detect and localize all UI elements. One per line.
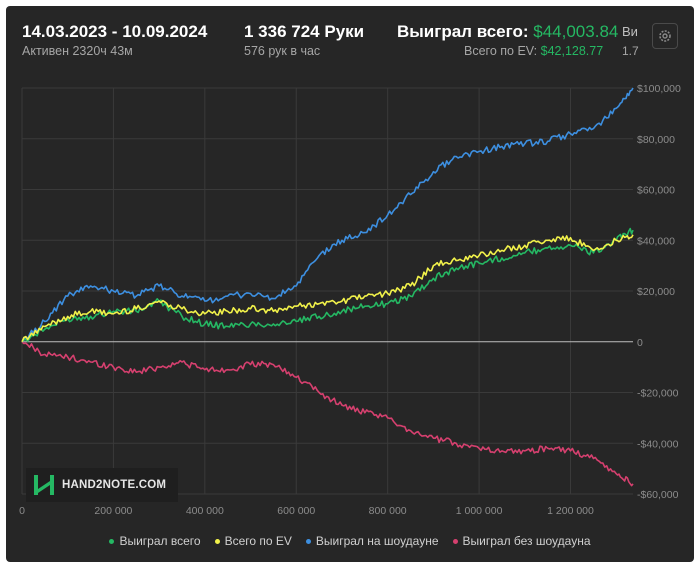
legend-item-ev-total[interactable]: Всего по EV bbox=[214, 534, 292, 548]
legend-label-won-total: Выиграл всего bbox=[119, 534, 201, 548]
y-tick-label: -$40,000 bbox=[637, 438, 679, 450]
chart-legend: Выиграл всего Всего по EV Выиграл на шоу… bbox=[6, 534, 694, 548]
hands-per-hour: 576 рук в час bbox=[244, 44, 321, 58]
x-tick-label: 200 000 bbox=[94, 505, 132, 517]
x-tick-label: 1 000 000 bbox=[456, 505, 503, 517]
cut-label-1: Ви bbox=[622, 24, 638, 39]
series-line-non-showdown bbox=[21, 341, 634, 487]
legend-dot-won-total bbox=[109, 538, 115, 544]
x-tick-label: 600 000 bbox=[277, 505, 315, 517]
ev-total-value: $42,128.77 bbox=[540, 44, 604, 58]
legend-dot-non-showdown bbox=[452, 538, 458, 544]
y-tick-label: $40,000 bbox=[637, 235, 675, 247]
series-line-won-total bbox=[21, 227, 634, 343]
logo-text: HAND2NOTE.COM bbox=[62, 479, 167, 491]
cut-label-2: 1.7 bbox=[622, 44, 639, 58]
won-total-label: Выиграл всего: bbox=[397, 22, 529, 41]
y-tick-label: $100,000 bbox=[637, 83, 681, 95]
settings-button[interactable] bbox=[652, 23, 678, 49]
active-time: Активен 2320ч 43м bbox=[22, 44, 133, 58]
x-tick-label: 1 200 000 bbox=[547, 505, 594, 517]
y-tick-label: 0 bbox=[637, 337, 643, 349]
hand2note-logo-icon bbox=[34, 475, 54, 495]
y-tick-label: $60,000 bbox=[637, 185, 675, 197]
ev-total-label: Всего по EV: bbox=[464, 44, 538, 58]
legend-label-showdown: Выиграл на шоудауне bbox=[315, 534, 439, 548]
y-tick-label: $80,000 bbox=[637, 134, 675, 146]
legend-label-non-showdown: Выиграл без шоудауна bbox=[462, 534, 591, 548]
series-line-showdown bbox=[21, 87, 634, 343]
hand2note-logo: HAND2NOTE.COM bbox=[26, 468, 178, 502]
won-total-value: $44,003.84 bbox=[533, 22, 619, 41]
hands-count: 1 336 724 Руки bbox=[244, 22, 365, 41]
legend-dot-showdown bbox=[305, 538, 311, 544]
x-tick-label: 0 bbox=[19, 505, 25, 517]
gear-icon bbox=[659, 30, 671, 42]
legend-dot-ev-total bbox=[214, 538, 220, 544]
legend-item-won-total[interactable]: Выиграл всего bbox=[109, 534, 201, 548]
x-tick-label: 400 000 bbox=[186, 505, 224, 517]
ev-total: Всего по EV: $42,128.77 bbox=[464, 44, 603, 58]
x-tick-label: 800 000 bbox=[369, 505, 407, 517]
series-line-ev-total bbox=[21, 234, 634, 343]
legend-item-non-showdown[interactable]: Выиграл без шоудауна bbox=[452, 534, 591, 548]
y-tick-label: -$60,000 bbox=[637, 489, 679, 501]
chart-panel: 14.03.2023 - 10.09.2024 Активен 2320ч 43… bbox=[6, 6, 694, 562]
chart-svg: $100,000 $80,000 $60,000 $40,000 $20,000 0 -$2… bbox=[19, 83, 681, 517]
won-total: Выиграл всего: $44,003.84 bbox=[397, 22, 618, 42]
y-tick-label: $20,000 bbox=[637, 286, 675, 298]
y-tick-label: -$20,000 bbox=[637, 388, 679, 400]
legend-item-showdown[interactable]: Выиграл на шоудауне bbox=[305, 534, 439, 548]
legend-label-ev-total: Всего по EV bbox=[224, 534, 292, 548]
date-range: 14.03.2023 - 10.09.2024 bbox=[22, 22, 208, 41]
